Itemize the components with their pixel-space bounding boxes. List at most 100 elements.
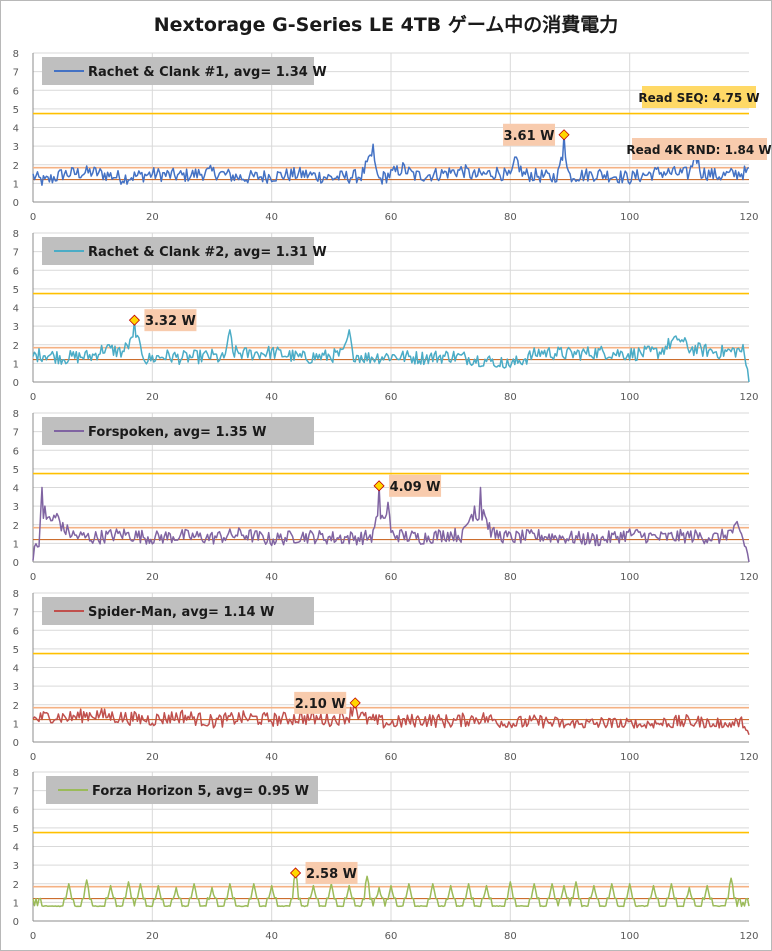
y-tick-label: 7 (13, 608, 19, 619)
y-tick-label: 6 (13, 626, 19, 637)
x-tick-label: 80 (504, 212, 517, 223)
y-tick-label: 2 (13, 161, 19, 172)
legend-box (42, 57, 314, 85)
x-tick-label: 120 (739, 212, 758, 223)
legend: Spider-Man, avg= 1.14 W (42, 597, 314, 625)
x-tick-label: 40 (265, 212, 278, 223)
y-tick-label: 3 (13, 322, 19, 333)
y-tick-label: 1 (13, 898, 19, 909)
x-tick-label: 20 (146, 752, 159, 763)
x-tick-label: 120 (739, 392, 758, 403)
y-tick-label: 3 (13, 502, 19, 513)
x-tick-label: 20 (146, 931, 159, 942)
max-label-box (305, 861, 358, 884)
x-tick-label: 20 (146, 212, 159, 223)
max-label-box (144, 309, 197, 332)
y-tick-label: 1 (13, 719, 19, 730)
y-tick-label: 0 (13, 378, 19, 389)
series-line (32, 319, 750, 383)
y-tick-label: 7 (13, 787, 19, 798)
max-label: 3.32 W (145, 314, 196, 329)
x-tick-label: 100 (620, 212, 639, 223)
y-tick-label: 5 (13, 465, 19, 476)
y-tick-label: 8 (13, 768, 19, 779)
x-tick-label: 40 (265, 572, 278, 583)
y-tick-label: 4 (13, 484, 19, 495)
y-tick-label: 7 (13, 68, 19, 79)
legend-label: Rachet & Clank #1, avg= 1.34 W (88, 65, 327, 80)
series-line (32, 703, 750, 735)
x-tick-label: 20 (146, 392, 159, 403)
max-label-box (503, 123, 556, 146)
max-marker (373, 480, 385, 492)
x-tick-label: 20 (146, 572, 159, 583)
x-tick-label: 60 (385, 572, 398, 583)
y-tick-label: 6 (13, 446, 19, 457)
x-tick-label: 0 (30, 931, 36, 942)
y-tick-label: 0 (13, 198, 19, 209)
legend-box (42, 237, 314, 265)
max-label: 4.09 W (390, 480, 441, 495)
y-tick-label: 1 (13, 539, 19, 550)
y-tick-label: 3 (13, 861, 19, 872)
y-tick-label: 1 (13, 179, 19, 190)
y-tick-label: 4 (13, 664, 19, 675)
read-seq-label: Read SEQ: 4.75 W (638, 91, 759, 105)
y-tick-label: 6 (13, 805, 19, 816)
max-marker (289, 867, 302, 879)
x-tick-label: 60 (385, 752, 398, 763)
y-tick-label: 7 (13, 248, 19, 259)
x-tick-label: 120 (739, 752, 758, 763)
legend: Forza Horizon 5, avg= 0.95 W (46, 776, 318, 804)
y-tick-label: 8 (13, 409, 19, 420)
y-tick-label: 4 (13, 124, 19, 135)
max-marker (558, 129, 570, 141)
max-label: 2.10 W (295, 697, 346, 712)
max-marker (349, 697, 361, 709)
legend-box (42, 417, 314, 445)
series-line (32, 872, 750, 908)
y-tick-label: 2 (13, 341, 19, 352)
y-tick-label: 0 (13, 558, 19, 569)
y-tick-label: 2 (13, 521, 19, 532)
y-tick-label: 5 (13, 285, 19, 296)
read-rnd-label: Read 4K RND: 1.84 W (626, 143, 771, 157)
chart-title: Nextorage G-Series LE 4TB ゲーム中の消費電力 (153, 14, 619, 36)
legend-label: Rachet & Clank #2, avg= 1.31 W (88, 245, 327, 260)
legend-label: Spider-Man, avg= 1.14 W (88, 605, 274, 620)
max-label-box (294, 691, 347, 714)
x-tick-label: 40 (265, 931, 278, 942)
y-tick-label: 8 (13, 589, 19, 600)
y-tick-label: 6 (13, 266, 19, 277)
y-tick-label: 6 (13, 86, 19, 97)
y-tick-label: 8 (13, 49, 19, 60)
x-tick-label: 0 (30, 752, 36, 763)
x-tick-label: 40 (265, 392, 278, 403)
y-tick-label: 3 (13, 682, 19, 693)
x-tick-label: 120 (739, 572, 758, 583)
legend: Rachet & Clank #2, avg= 1.31 W (42, 237, 327, 265)
y-tick-label: 5 (13, 824, 19, 835)
series-line (32, 485, 750, 563)
legend-label: Forspoken, avg= 1.35 W (88, 425, 266, 440)
max-label-box (389, 474, 442, 497)
x-tick-label: 80 (504, 392, 517, 403)
x-tick-label: 80 (504, 752, 517, 763)
x-tick-label: 100 (620, 931, 639, 942)
legend: Rachet & Clank #1, avg= 1.34 W (42, 57, 327, 85)
y-tick-label: 4 (13, 843, 19, 854)
y-tick-label: 1 (13, 359, 19, 370)
read-seq-label-box (642, 86, 756, 108)
x-tick-label: 0 (30, 392, 36, 403)
y-tick-label: 3 (13, 142, 19, 153)
x-tick-label: 80 (504, 931, 517, 942)
y-tick-label: 2 (13, 880, 19, 891)
y-tick-label: 7 (13, 428, 19, 439)
max-label: 2.58 W (306, 867, 357, 882)
x-tick-label: 80 (504, 572, 517, 583)
